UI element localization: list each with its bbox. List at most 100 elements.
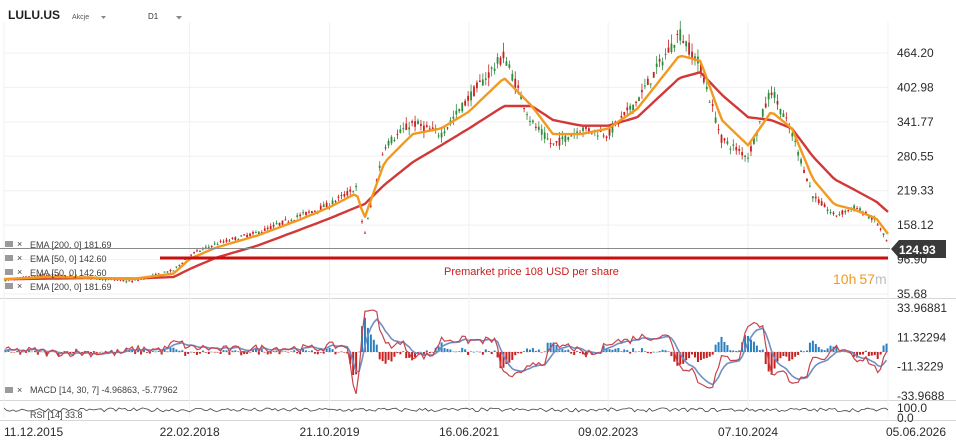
macd-histogram-bar [428,352,431,354]
macd-histogram-bar [225,350,228,352]
macd-histogram-bar [216,352,219,353]
macd-histogram-bar [749,339,752,352]
candle-body [390,136,393,144]
candle-body [231,237,234,239]
candle-body [735,147,738,151]
candle [213,241,216,246]
candle-body [352,191,355,193]
candle [322,201,325,208]
candle [178,264,181,267]
candle [508,60,511,70]
macd-histogram-bar [502,352,505,368]
candle-body [257,231,260,235]
indicator-legend: × EMA [200, 0] 181.69 × EMA [50, 0] 142.… [5,239,112,292]
macd-histogram-bar [387,352,390,360]
candle-body [423,125,425,132]
legend-row-ema50[interactable]: × EMA [50, 0] 142.60 [5,253,107,264]
price-series [3,20,889,284]
macd-tick-label: -33.9688 [897,389,945,403]
candle-body [199,250,201,252]
macd-histogram-bar [508,352,511,363]
candle-body [867,216,870,219]
candle [172,270,175,272]
macd-histogram-bar [723,341,726,352]
legend-row-ema200[interactable]: × EMA [200, 0] 181.69 [5,239,112,250]
candle [399,125,402,134]
candle [481,73,484,87]
candle-body [844,210,847,213]
timeframe-label: D1 [148,12,159,21]
macd-histogram-bar [490,352,493,354]
remove-indicator-icon[interactable]: × [17,253,22,263]
macd-histogram-bar [555,345,558,353]
y-tick-label: 341.77 [897,115,934,129]
indicator-settings-icon[interactable] [5,255,13,261]
remove-indicator-icon[interactable]: × [17,385,22,395]
candle [844,209,847,215]
candle-body [299,214,302,217]
candle [646,75,649,86]
macd-histogram-bar [523,351,526,352]
candle [661,57,664,71]
candle-body [806,178,808,182]
candle-body [529,120,531,122]
macd-histogram-bar [611,349,614,352]
macd-histogram-bar [826,348,829,352]
macd-histogram-bar [464,349,467,352]
candle-body [470,91,472,101]
indicator-settings-icon[interactable] [5,269,13,275]
candle-body [708,101,711,103]
macd-histogram-bar [443,348,446,352]
macd-histogram-bar [30,351,33,353]
candle [464,98,467,107]
indicator-settings-icon[interactable] [5,283,13,289]
candle-body [588,128,590,133]
candle [331,197,334,206]
macd-pane[interactable]: 33.96881 11.32294 -11.3229 -33.9688 [4,301,947,403]
candle [682,34,685,44]
remove-indicator-icon[interactable]: × [17,281,22,291]
indicator-settings-icon[interactable] [5,241,13,247]
macd-histogram-bar [534,350,537,352]
macd-histogram-bar [835,345,838,352]
remove-indicator-icon[interactable]: × [17,239,22,249]
candle-body [635,101,637,103]
macd-histogram-bar [287,352,290,353]
candle [417,118,419,125]
candle-body [758,121,761,123]
symbol-dropdown-icon[interactable] [101,16,106,19]
candle-body [369,205,372,207]
y-tick-label: 280.55 [897,149,934,163]
timeframe-dropdown-icon[interactable] [176,16,182,20]
remove-indicator-icon[interactable]: × [17,267,22,277]
candle-body [417,120,419,125]
candle-body [632,104,635,111]
macd-histogram-bar [334,352,337,355]
candle-body [272,224,275,227]
rsi-tick-label: 100.0 [897,401,927,415]
macd-histogram-bar [399,352,402,355]
candle-body [440,132,443,138]
candle-body [838,214,841,216]
legend-row-ema200-dup[interactable]: × EMA [200, 0] 181.69 [5,281,112,292]
candle-body [508,64,511,68]
candle-body [487,72,490,78]
candle-body [570,135,573,137]
candle [411,119,414,127]
legend-row-ema50-dup[interactable]: × EMA [50, 0] 142.60 [5,267,107,278]
ema50-line [3,54,889,281]
candle-body [567,136,570,140]
macd-histogram-bar [885,343,888,352]
macd-histogram-bar [773,352,776,369]
macd-histogram-bar [844,351,847,352]
candle-body [809,185,811,187]
macd-histogram-bar [693,352,696,358]
macd-histogram-bar [13,352,16,353]
rsi-pane[interactable]: 100.00.0 [3,401,927,425]
candle-body [222,241,225,243]
candle [832,211,835,216]
candle [641,83,643,99]
indicator-settings-icon[interactable] [5,387,13,393]
candle-body [69,275,72,277]
